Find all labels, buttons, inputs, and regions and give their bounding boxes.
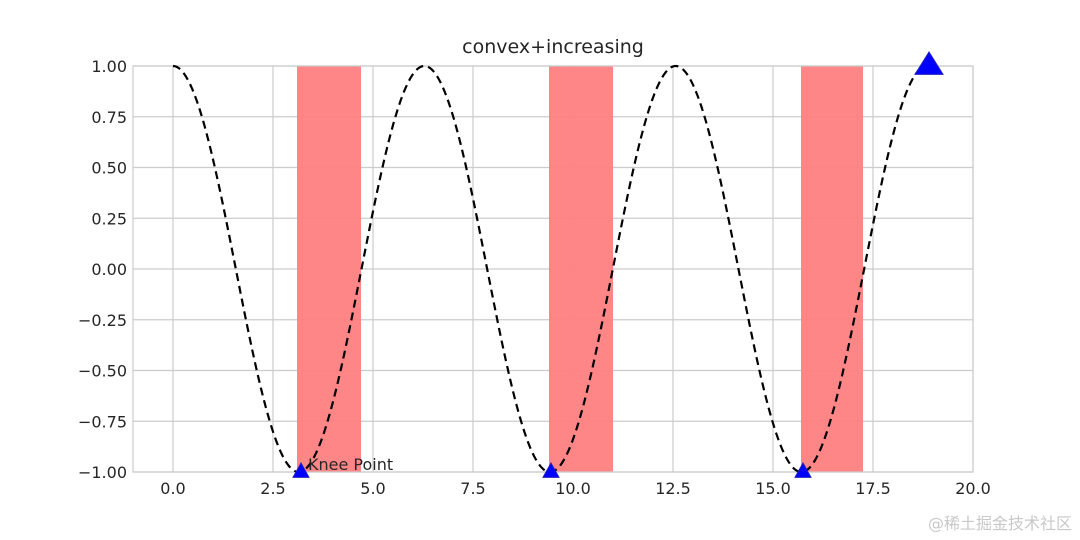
x-tick-label: 20.0 xyxy=(955,479,991,498)
knee-point-marker xyxy=(914,51,944,75)
y-tick-label: 0.75 xyxy=(91,108,127,127)
y-tick-label: −0.50 xyxy=(78,362,127,381)
knee-point-marker xyxy=(292,461,310,478)
y-tick-label: −0.25 xyxy=(78,311,127,330)
x-axis: 0.0 2.5 5.0 7.5 10.0 12.5 15.0 17.5 20.0 xyxy=(160,479,991,498)
shaded-regions xyxy=(297,66,863,472)
knee-point-marker xyxy=(542,461,560,478)
x-tick-label: 17.5 xyxy=(855,479,891,498)
shaded-region xyxy=(801,66,863,472)
watermark: @稀土掘金技术社区 xyxy=(927,514,1072,533)
x-tick-label: 5.0 xyxy=(360,479,385,498)
y-tick-label: 0.25 xyxy=(91,209,127,228)
shaded-region xyxy=(549,66,613,472)
y-axis: 1.00 0.75 0.50 0.25 0.00 −0.25 −0.50 −0.75 −1.00 xyxy=(78,57,127,482)
y-tick-label: 1.00 xyxy=(91,57,127,76)
x-tick-label: 7.5 xyxy=(460,479,485,498)
knee-markers xyxy=(292,51,944,478)
chart-title: convex+increasing xyxy=(462,36,644,58)
x-tick-label: 12.5 xyxy=(655,479,691,498)
knee-point-annotation: Knee Point xyxy=(308,455,393,474)
x-tick-label: 15.0 xyxy=(755,479,791,498)
y-tick-label: 0.00 xyxy=(91,260,127,279)
x-tick-label: 0.0 xyxy=(160,479,185,498)
x-tick-label: 10.0 xyxy=(555,479,591,498)
y-tick-label: −0.75 xyxy=(78,412,127,431)
y-tick-label: −1.00 xyxy=(78,463,127,482)
x-tick-label: 2.5 xyxy=(260,479,285,498)
shaded-region xyxy=(297,66,361,472)
knee-point-marker xyxy=(794,461,812,478)
y-tick-label: 0.50 xyxy=(91,159,127,178)
annotations: Knee Point xyxy=(308,455,393,474)
